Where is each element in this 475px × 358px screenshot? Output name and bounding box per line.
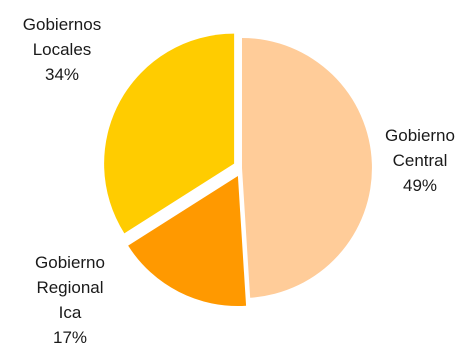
pie-slice-gobierno-regional-ica [128,176,247,307]
pie-slice-gobierno-central [242,38,372,298]
slice-label-gobiernos-locales: Gobiernos Locales 34% [23,15,101,84]
slice-label-gobierno-central: Gobierno Central 49% [385,126,455,195]
slice-labels: Gobierno Central 49% Gobierno Regional Ica 17%… [23,15,455,347]
pie-slices [104,33,372,307]
pie-slice-gobiernos-locales [104,33,235,234]
slice-label-gobierno-regional-ica: Gobierno Regional Ica 17% [35,253,105,347]
